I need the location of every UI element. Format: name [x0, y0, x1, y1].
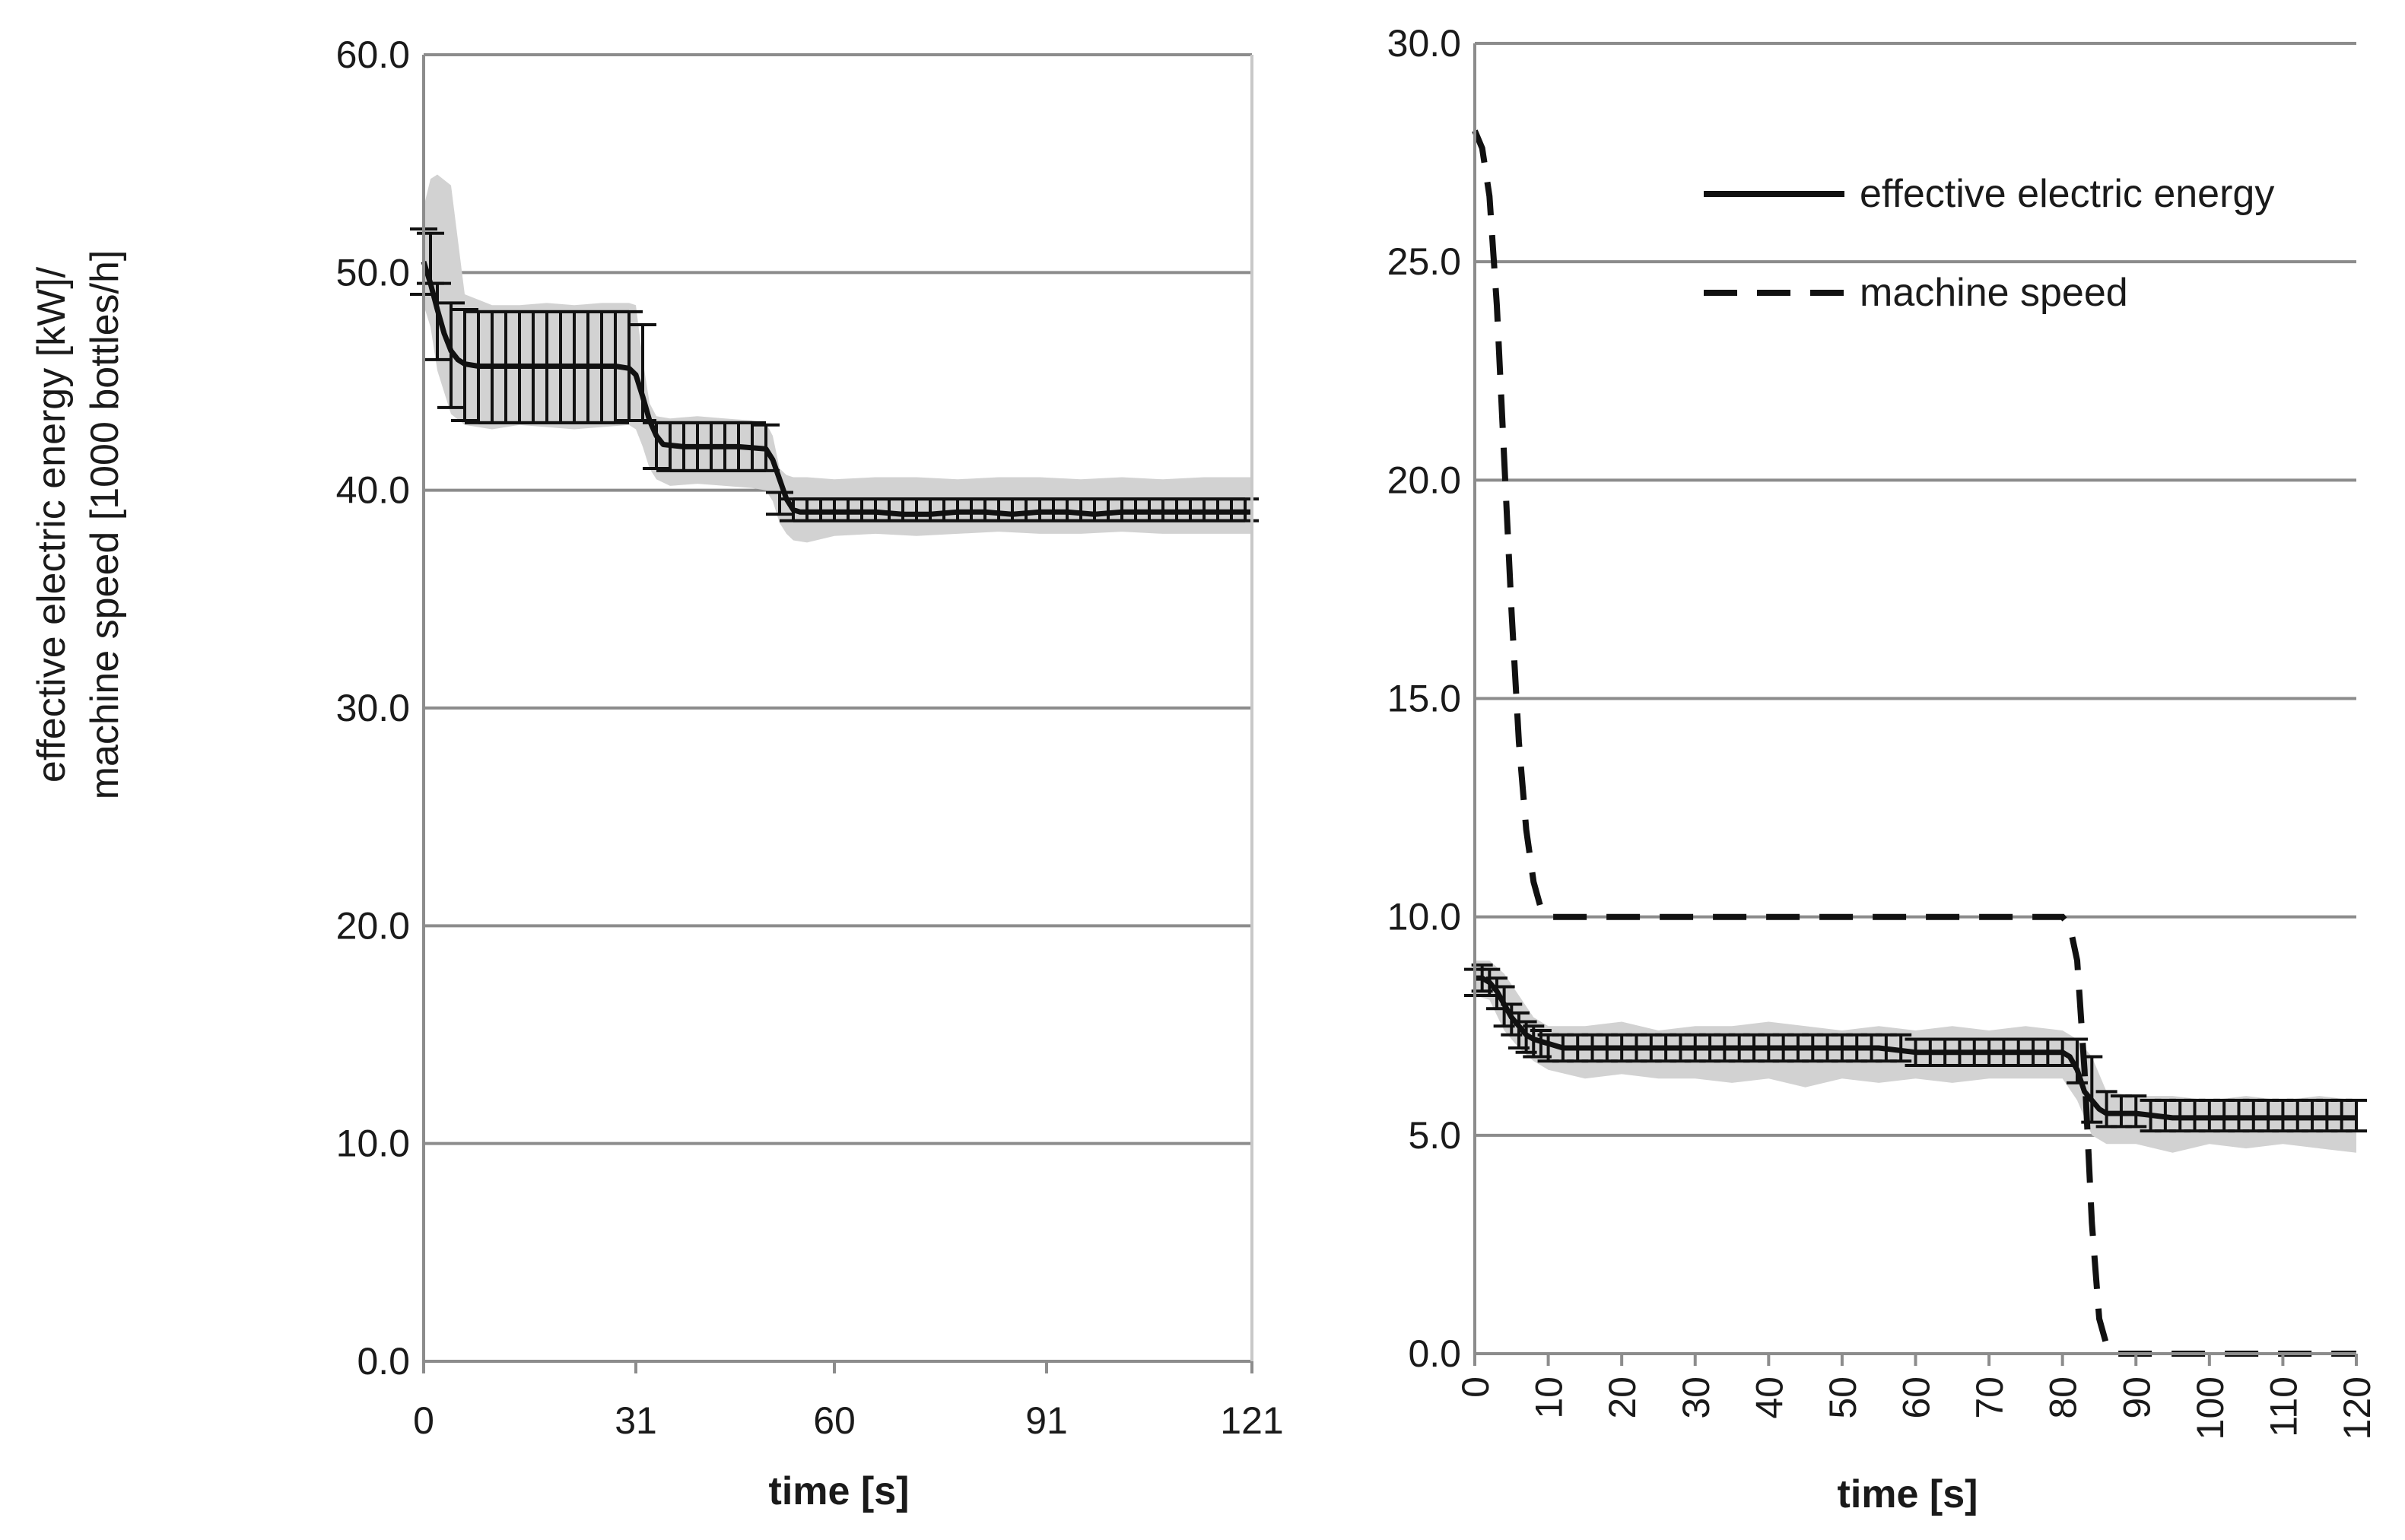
legend-entry-effective-electric-energy: effective electric energy [1860, 172, 2274, 216]
right-chart-series-lines [1472, 129, 2356, 1357]
left-chart-error-bars [410, 227, 1259, 522]
legend-entry-machine-speed: machine speed [1860, 271, 2128, 315]
y-axis-label-line2: machine speed [1000 bottles/h] [83, 250, 127, 800]
left-y-tick-label: 20.0 [336, 904, 410, 947]
left-x-tick-label: 0 [413, 1399, 434, 1442]
left-y-tick-label: 0.0 [357, 1340, 410, 1383]
right-chart-x-axis-label: time [s] [1838, 1472, 1978, 1516]
left-chart-gridlines [424, 53, 1252, 1145]
right-y-tick-label: 0.0 [1408, 1332, 1461, 1375]
left-x-tick-label: 121 [1220, 1399, 1283, 1442]
left-chart-y-tick-labels: 0.0 10.0 20.0 30.0 40.0 50.0 60.0 [336, 33, 410, 1383]
left-error-bar [766, 491, 793, 516]
right-x-tick-label: 80 [2042, 1376, 2085, 1419]
right-y-tick-label: 20.0 [1387, 459, 1461, 501]
left-chart-x-tick-labels: 0 31 60 91 121 [413, 1399, 1284, 1442]
left-chart-series-lines [421, 260, 1252, 517]
left-chart-x-axis-label: time [s] [769, 1469, 910, 1513]
right-x-tick-label: 10 [1528, 1376, 1571, 1419]
right-x-tick-label: 0 [1454, 1376, 1497, 1398]
right-x-tick-label: 70 [1968, 1376, 2011, 1419]
right-x-tick-label: 100 [2189, 1376, 2232, 1440]
right-y-tick-label: 25.0 [1387, 240, 1461, 283]
y-axis-label-line1: effective electric energy [kW]/ [30, 266, 74, 783]
right-x-tick-label: 90 [2115, 1376, 2158, 1419]
left-y-tick-label: 10.0 [336, 1122, 410, 1165]
right-x-tick-label: 50 [1822, 1376, 1864, 1419]
left-chart: 0 31 60 91 121 0.0 10.0 20.0 30.0 40.0 50.0 60.0 t… [336, 33, 1284, 1513]
right-x-tick-label: 120 [2336, 1376, 2378, 1440]
right-x-tick-label: 40 [1748, 1376, 1790, 1419]
right-x-tick-label: 20 [1601, 1376, 1644, 1419]
right-series-line-effective-electric-energy [1475, 975, 2356, 1121]
right-x-tick-label: 60 [1895, 1376, 1938, 1419]
left-x-tick-label: 31 [615, 1399, 657, 1442]
left-y-tick-label: 40.0 [336, 469, 410, 512]
left-error-bar [437, 301, 465, 409]
left-y-tick-label: 50.0 [336, 251, 410, 294]
right-y-tick-label: 15.0 [1387, 678, 1461, 720]
right-x-tick-label: 110 [2262, 1376, 2305, 1437]
right-chart: 0 10 20 30 40 50 60 70 80 90 100 110 120 0.0 5.0 10.0 1… [1387, 22, 2378, 1516]
left-chart-axes [422, 55, 1253, 1373]
left-x-tick-label: 60 [813, 1399, 856, 1442]
right-chart-axes [1473, 43, 2358, 1366]
right-y-tick-label: 10.0 [1387, 896, 1461, 938]
right-x-tick-label: 30 [1675, 1376, 1717, 1419]
left-y-tick-label: 30.0 [336, 687, 410, 729]
legend: effective electric energy machine speed [1704, 172, 2274, 315]
right-y-tick-label: 30.0 [1387, 22, 1461, 65]
left-y-tick-label: 60.0 [336, 33, 410, 76]
right-series-line-machine-speed [1472, 129, 2356, 1357]
left-x-tick-label: 91 [1025, 1399, 1068, 1442]
right-chart-y-tick-labels: 0.0 5.0 10.0 15.0 20.0 25.0 30.0 [1387, 22, 1461, 1375]
left-series-line-effective-electric-energy [421, 260, 1252, 517]
right-y-tick-label: 5.0 [1408, 1114, 1461, 1157]
right-chart-x-tick-labels: 0 10 20 30 40 50 60 70 80 90 100 110 120 [1454, 1376, 2378, 1440]
